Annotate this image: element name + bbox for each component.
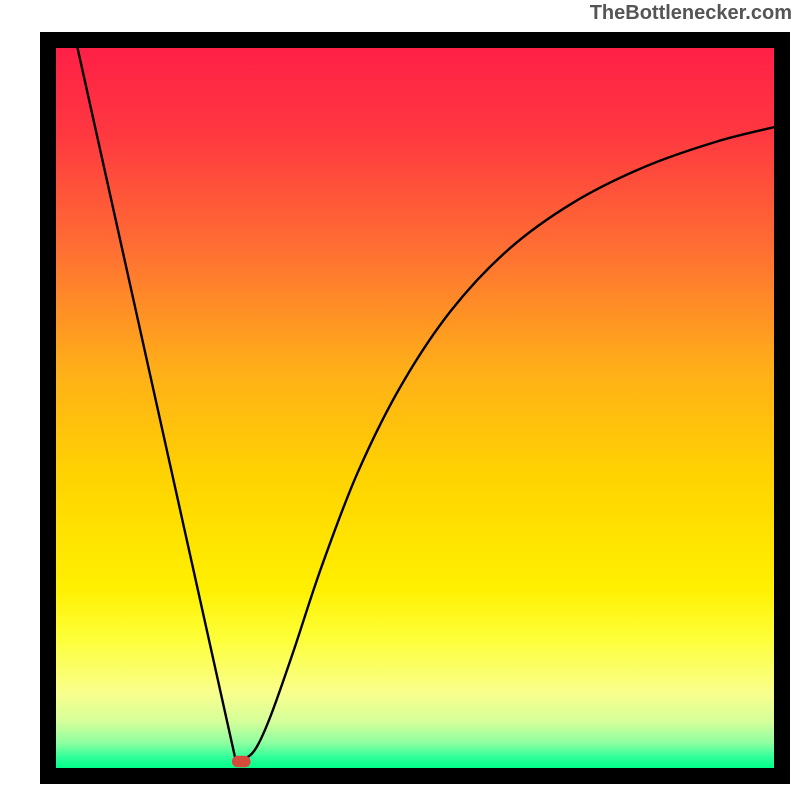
watermark-text: TheBottlenecker.com xyxy=(590,2,792,25)
bottleneck-curve xyxy=(78,48,774,759)
optimal-marker xyxy=(232,756,251,768)
plot-curve-layer xyxy=(56,48,774,768)
plot-frame xyxy=(40,32,790,784)
chart-stage: TheBottlenecker.com xyxy=(0,0,800,800)
